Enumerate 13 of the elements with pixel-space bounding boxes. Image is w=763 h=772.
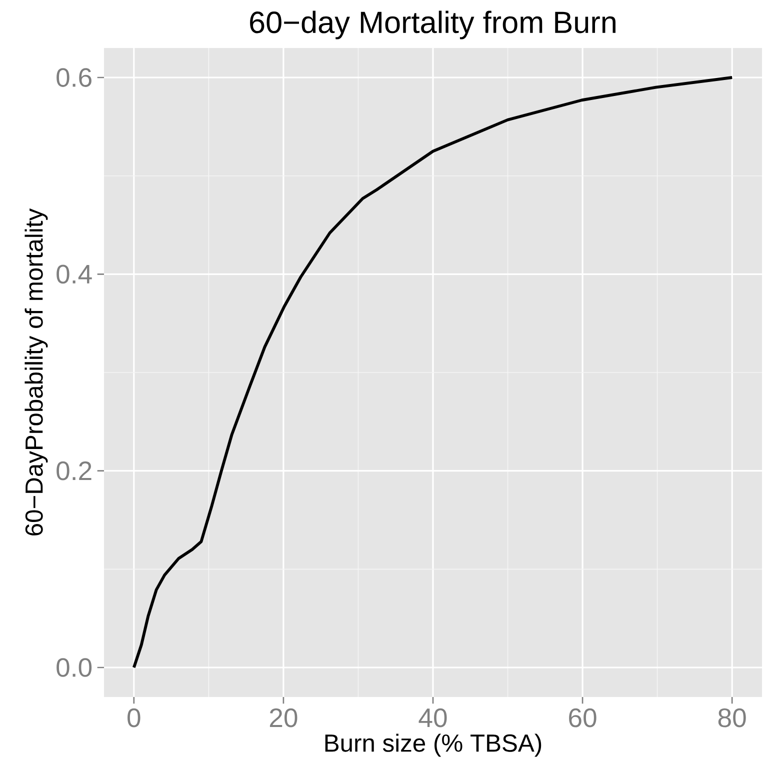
x-tick-label: 40	[418, 708, 447, 728]
x-tick-label: 80	[718, 708, 746, 728]
chart-title: 60−day Mortality from Burn	[250, 10, 616, 40]
x-axis-title: Burn size (% TBSA)	[325, 734, 542, 757]
line-series	[132, 76, 734, 669]
y-axis-title: 60−DayProbability of mortality	[24, 208, 48, 536]
x-tick-label: 60	[569, 708, 596, 728]
y-tick-label: 0.0	[56, 658, 92, 677]
y-tick-label: 0.2	[56, 461, 92, 480]
y-tick-label: 0.6	[56, 68, 92, 87]
y-tick-label: 0.4	[56, 264, 92, 284]
x-tick-label: 0	[128, 708, 140, 728]
x-tick-label: 20	[270, 708, 298, 728]
